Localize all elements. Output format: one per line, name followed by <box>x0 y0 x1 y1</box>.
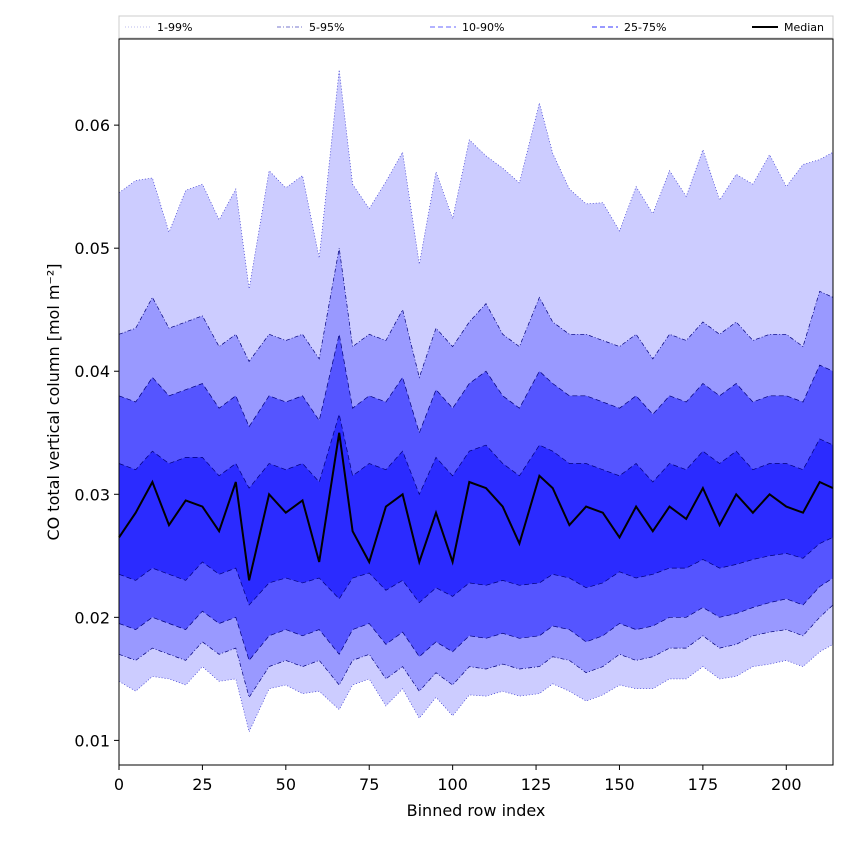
band-5-95-lower-line <box>118 604 834 699</box>
band-25-75 <box>119 414 833 605</box>
plot-area <box>118 69 834 733</box>
y-axis: 0.01 0.02 0.03 0.04 0.05 0.06 <box>74 116 119 750</box>
x-tick-label: 0 <box>114 775 124 794</box>
x-tick-label: 50 <box>276 775 296 794</box>
legend-label-25-75: 25-75% <box>624 21 666 34</box>
legend: 1-99% 5-95% 10-90% 25-75% Median <box>118 15 834 39</box>
band-10-90-lower-line <box>118 577 834 662</box>
y-tick-label: 0.01 <box>74 731 110 750</box>
x-axis: 0 25 50 75 100 125 150 175 200 <box>114 765 802 794</box>
plot-frame <box>118 38 834 766</box>
x-tick-label: 75 <box>359 775 379 794</box>
band-25-75-lower-line <box>118 537 834 606</box>
x-tick-label: 150 <box>604 775 635 794</box>
x-tick-label: 25 <box>192 775 212 794</box>
band-1-99-upper-line <box>118 69 834 289</box>
legend-label-1-99: 1-99% <box>157 21 192 34</box>
x-tick-label: 175 <box>688 775 719 794</box>
x-axis-title: Binned row index <box>407 801 546 820</box>
y-tick-label: 0.06 <box>74 116 110 135</box>
legend-frame <box>118 15 834 39</box>
x-tick-label: 200 <box>771 775 802 794</box>
y-tick-label: 0.02 <box>74 608 110 627</box>
band-5-95-upper-line <box>118 248 834 379</box>
y-tick-label: 0.03 <box>74 485 110 504</box>
legend-label-5-95: 5-95% <box>309 21 344 34</box>
legend-label-median: Median <box>784 21 824 34</box>
y-axis-title: CO total vertical column [mol m⁻²] <box>44 263 63 540</box>
x-tick-label: 125 <box>521 775 552 794</box>
x-tick-label: 100 <box>437 775 468 794</box>
band-10-90-upper-line <box>118 334 834 434</box>
y-tick-label: 0.04 <box>74 362 110 381</box>
y-tick-label: 0.05 <box>74 239 110 258</box>
band-25-75-upper-line <box>118 414 834 496</box>
legend-label-10-90: 10-90% <box>462 21 504 34</box>
median-line <box>118 432 834 581</box>
